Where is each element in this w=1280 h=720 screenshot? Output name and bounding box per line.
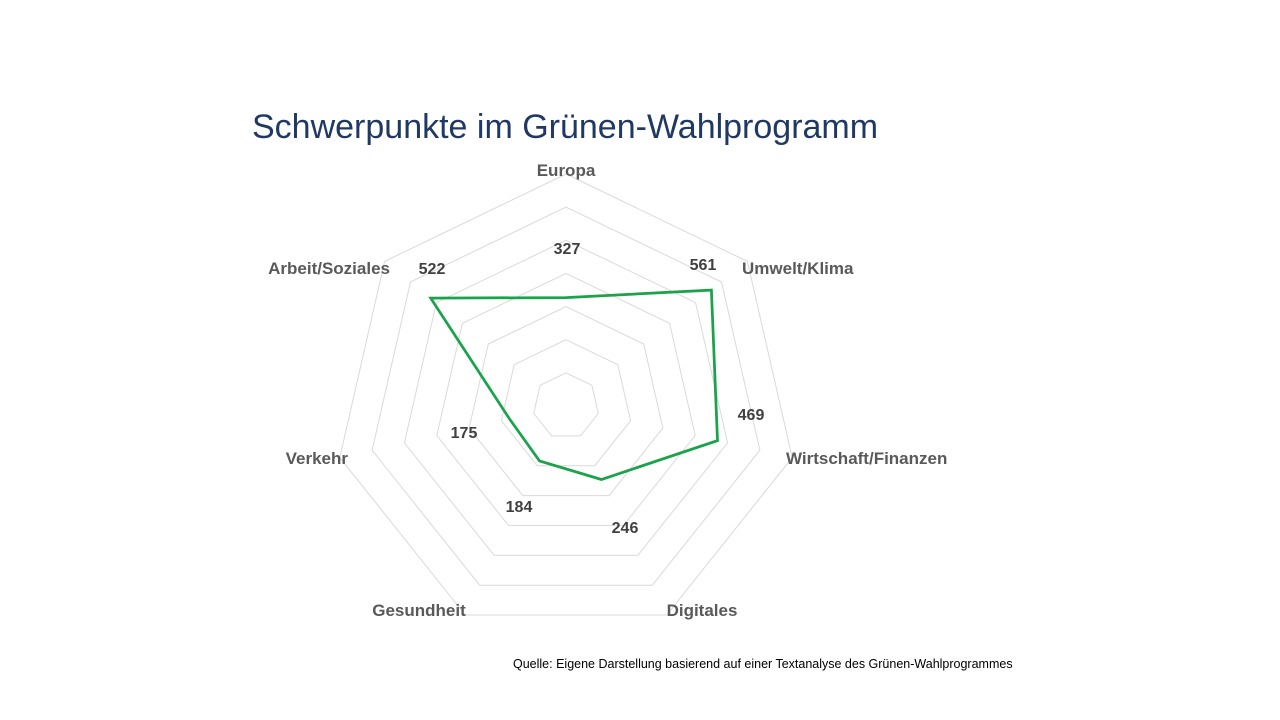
radar-labels: Europa Umwelt/Klima Wirtschaft/Finanzen Dig…	[268, 161, 947, 620]
category-label: Digitales	[667, 601, 738, 620]
series-line	[428, 288, 719, 481]
grid-ring	[403, 239, 729, 556]
category-label: Wirtschaft/Finanzen	[786, 449, 947, 468]
data-label: 327	[554, 241, 581, 258]
grid-ring	[500, 339, 632, 467]
category-label: Verkehr	[286, 449, 349, 468]
data-label: 246	[612, 520, 639, 537]
grid-ring	[468, 306, 664, 497]
grid-ring	[371, 206, 761, 586]
category-label: Europa	[537, 161, 596, 180]
category-label: Umwelt/Klima	[742, 259, 854, 278]
data-label: 561	[690, 257, 717, 274]
data-label: 469	[738, 407, 765, 424]
source-note: Quelle: Eigene Darstellung basierend auf…	[513, 657, 1013, 671]
data-label: 522	[419, 261, 446, 278]
chart-title: Schwerpunkte im Grünen-Wahlprogramm	[252, 108, 879, 146]
category-label: Gesundheit	[372, 601, 466, 620]
grid-ring	[339, 173, 793, 616]
radar-grid	[339, 173, 793, 616]
category-label: Arbeit/Soziales	[268, 259, 390, 278]
radar-series	[428, 288, 719, 481]
grid-ring	[533, 372, 599, 437]
data-label: 175	[451, 425, 478, 442]
data-label: 184	[506, 499, 533, 516]
